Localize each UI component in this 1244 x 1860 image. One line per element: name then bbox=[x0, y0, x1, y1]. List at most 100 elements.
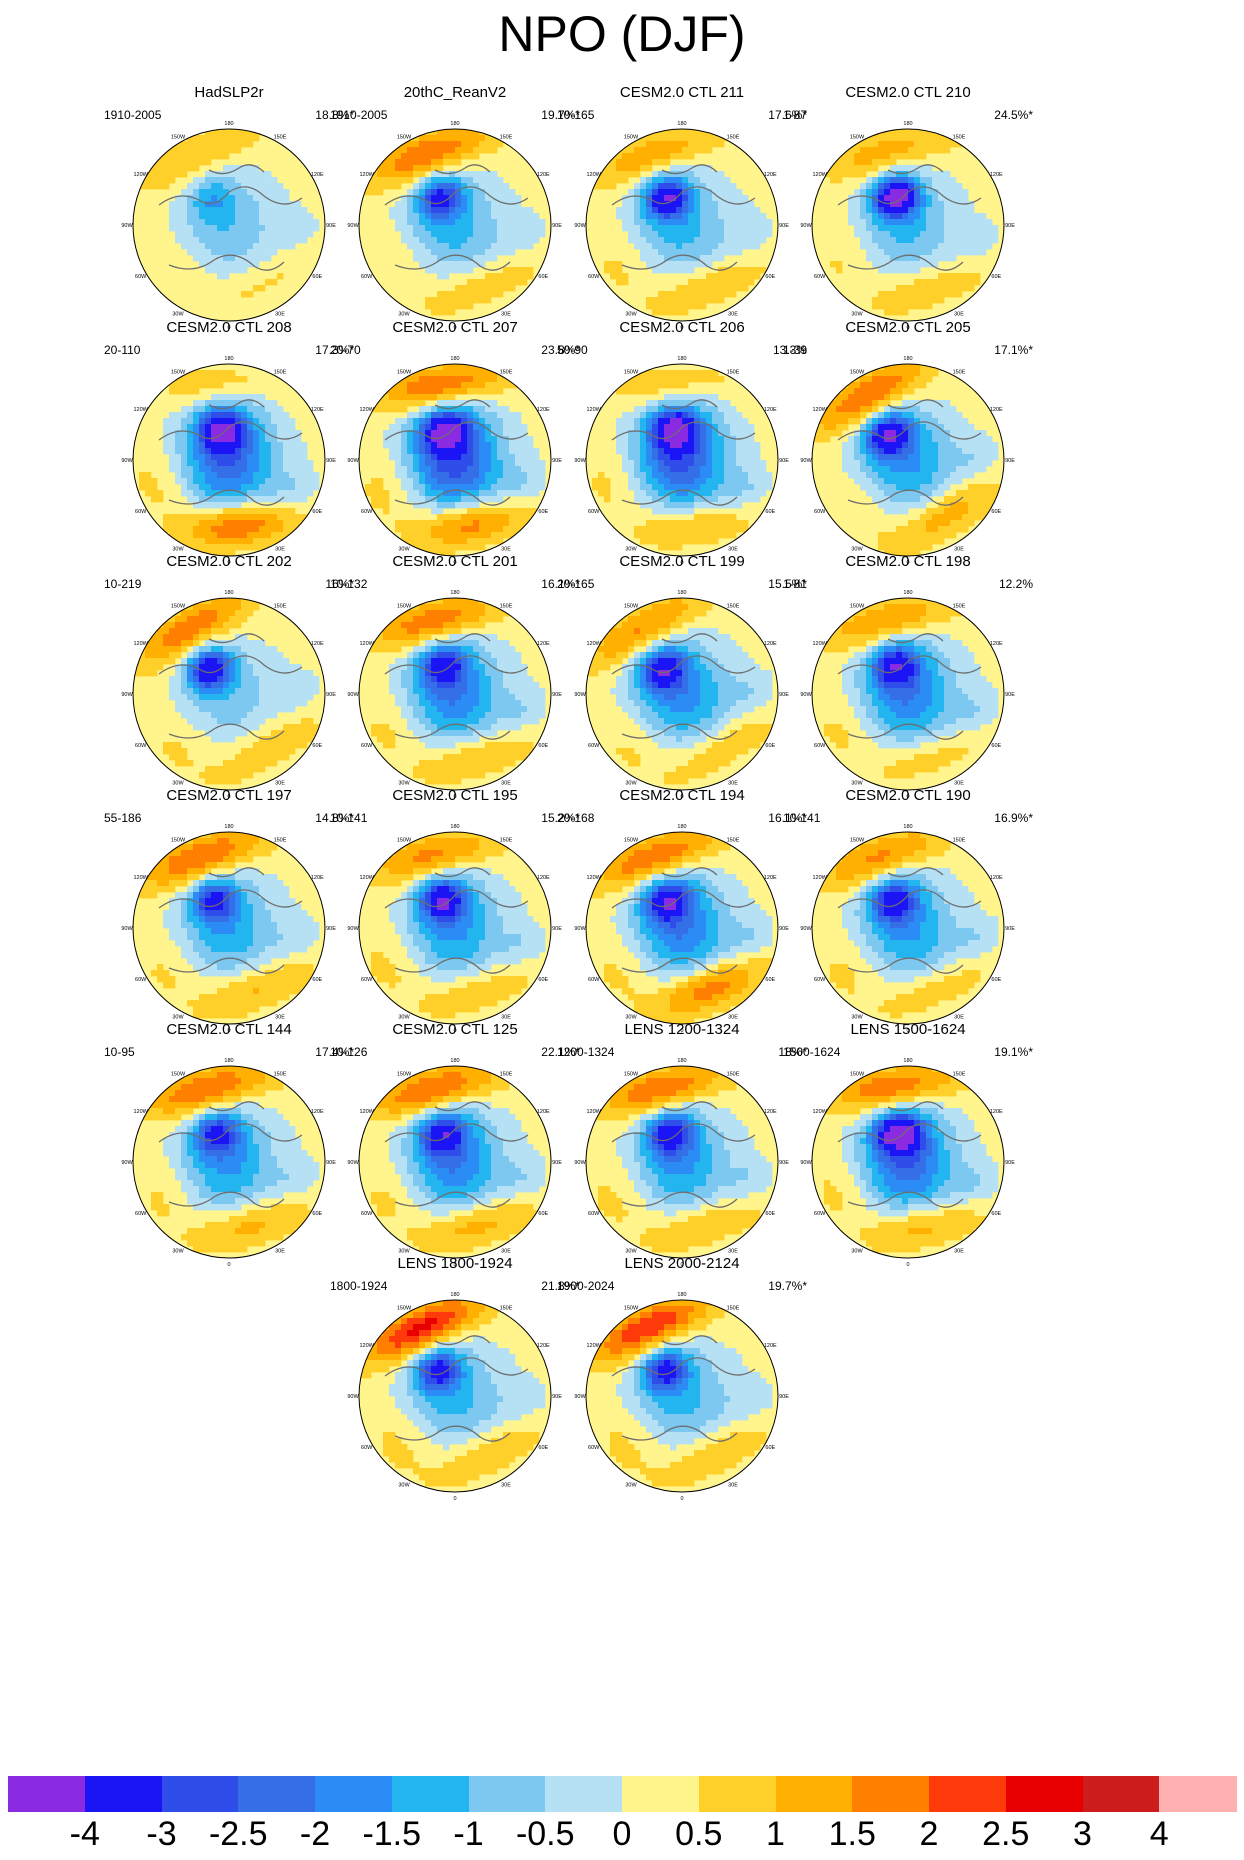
coastlines bbox=[837, 633, 982, 740]
longitude-label: 120E bbox=[990, 172, 1003, 178]
longitude-label: 120E bbox=[764, 172, 777, 178]
longitude-label: 60W bbox=[361, 1211, 373, 1217]
contour-field bbox=[359, 364, 551, 556]
longitude-label: 60E bbox=[765, 1211, 775, 1217]
colorbar-tick-label: 3 bbox=[1073, 1815, 1092, 1853]
map-boundary bbox=[811, 597, 1005, 791]
colorbar-tick-label: -3 bbox=[146, 1815, 177, 1853]
panel-title: CESM2.0 CTL 190 bbox=[845, 787, 971, 804]
longitude-label: 30E bbox=[728, 546, 738, 552]
longitude-label: 150E bbox=[274, 838, 287, 844]
colorbar-tick-label: 0 bbox=[612, 1815, 632, 1853]
coastlines bbox=[158, 399, 303, 506]
panel-period: 1-81 bbox=[783, 577, 808, 591]
longitude-label: 30W bbox=[625, 311, 637, 317]
polar-map: 180 150E 120E 90E 60E 30E 0 30W 60W 90W 120W 150W bbox=[574, 1292, 789, 1502]
polar-map: 180 150E 120E 90E 60E 30E 0 30W 60W 90W 120W 150W bbox=[121, 121, 336, 331]
longitude-label: 0 bbox=[453, 1028, 456, 1034]
colorbar-tick-label: 1.5 bbox=[828, 1815, 876, 1853]
figure-title: NPO (DJF) bbox=[498, 6, 746, 62]
longitude-label: 30W bbox=[398, 1014, 410, 1020]
longitude-label: 150W bbox=[397, 838, 412, 844]
panel-variance-percent: 19.7%* bbox=[541, 108, 580, 122]
longitude-label: 60E bbox=[538, 274, 548, 280]
longitude-label: 30E bbox=[954, 311, 964, 317]
longitude-label: 60E bbox=[991, 743, 1001, 749]
longitude-label: 90W bbox=[121, 692, 133, 698]
longitude-label: 180 bbox=[903, 1058, 912, 1064]
longitude-label: 0 bbox=[906, 794, 909, 800]
longitude-label: 150W bbox=[850, 1072, 865, 1078]
longitude-label: 120W bbox=[813, 172, 828, 178]
longitude-label: 120E bbox=[311, 641, 324, 647]
panel-period: 50-90 bbox=[557, 343, 588, 357]
polar-map: 180 150E 120E 90E 60E 30E 0 30W 60W 90W 120W 150W bbox=[121, 356, 336, 566]
polar-map: 180 150E 120E 90E 60E 30E 0 30W 60W 90W 120W 150W bbox=[574, 824, 789, 1034]
contour-field bbox=[586, 129, 778, 321]
longitude-label: 30W bbox=[625, 780, 637, 786]
longitude-label: 60W bbox=[361, 274, 373, 280]
longitude-label: 60W bbox=[814, 977, 826, 983]
longitude-label: 180 bbox=[903, 121, 912, 127]
panel-variance-percent: 12.2% bbox=[998, 577, 1033, 591]
longitude-label: 150E bbox=[727, 370, 740, 376]
panel-title: CESM2.0 CTL 205 bbox=[845, 319, 971, 336]
map-panel: CESM2.0 CTL 202 10-219 16%* 180 150E 120E 90E 6… bbox=[98, 553, 360, 823]
polar-map: 180 150E 120E 90E 60E 30E 0 30W 60W 90W 120W 150W bbox=[347, 1058, 562, 1268]
longitude-label: 0 bbox=[453, 1262, 456, 1268]
contour-field bbox=[812, 1066, 1004, 1258]
longitude-label: 150W bbox=[624, 1306, 639, 1312]
panel-title: CESM2.0 CTL 201 bbox=[392, 553, 518, 570]
colorbar-tick-label: 2 bbox=[919, 1815, 939, 1853]
longitude-label: 60W bbox=[135, 1211, 147, 1217]
map-boundary bbox=[358, 128, 552, 322]
coastlines bbox=[611, 1101, 756, 1208]
map-panel: CESM2.0 CTL 125 10-126 22.1%* 180 150E 120E 90… bbox=[324, 1021, 586, 1291]
longitude-label: 90W bbox=[800, 926, 812, 932]
longitude-label: 120W bbox=[360, 1343, 375, 1349]
longitude-label: 30E bbox=[954, 780, 964, 786]
longitude-label: 150E bbox=[727, 135, 740, 141]
colorbar-tick-label: -1 bbox=[453, 1815, 484, 1853]
panel-title: CESM2.0 CTL 202 bbox=[166, 553, 292, 570]
contour-field bbox=[133, 364, 325, 556]
longitude-label: 150E bbox=[953, 135, 966, 141]
longitude-label: 30W bbox=[398, 780, 410, 786]
longitude-label: 150E bbox=[727, 1072, 740, 1078]
panel-period: 1910-2005 bbox=[330, 108, 388, 122]
longitude-label: 60E bbox=[312, 743, 322, 749]
coastlines bbox=[384, 1101, 529, 1208]
coastlines bbox=[837, 399, 982, 506]
map-boundary bbox=[811, 831, 1005, 1025]
longitude-label: 150E bbox=[953, 370, 966, 376]
longitude-label: 90W bbox=[800, 692, 812, 698]
polar-map: 180 150E 120E 90E 60E 30E 0 30W 60W 90W 120W 150W bbox=[121, 590, 336, 800]
panel-variance-percent: 16.9%* bbox=[994, 811, 1033, 825]
longitude-label: 150W bbox=[397, 1072, 412, 1078]
panel-period: 1910-2005 bbox=[104, 108, 162, 122]
coastlines bbox=[837, 1101, 982, 1208]
longitude-label: 180 bbox=[903, 824, 912, 830]
longitude-label: 30E bbox=[275, 311, 285, 317]
longitude-label: 120E bbox=[764, 875, 777, 881]
longitude-label: 180 bbox=[450, 121, 459, 127]
longitude-label: 90W bbox=[800, 1160, 812, 1166]
map-boundary bbox=[585, 128, 779, 322]
map-panel: CESM2.0 CTL 144 10-95 17.4%* 180 150E 120E 90E… bbox=[98, 1021, 360, 1291]
longitude-label: 30W bbox=[851, 1248, 863, 1254]
colorbar-box bbox=[775, 1776, 853, 1812]
longitude-label: 90E bbox=[552, 926, 562, 932]
longitude-label: 90E bbox=[552, 1160, 562, 1166]
longitude-label: 120E bbox=[990, 875, 1003, 881]
longitude-label: 150W bbox=[850, 370, 865, 376]
panel-period: 10-141 bbox=[783, 811, 821, 825]
longitude-label: 30E bbox=[501, 546, 511, 552]
longitude-label: 120W bbox=[587, 641, 602, 647]
longitude-label: 60W bbox=[814, 743, 826, 749]
longitude-label: 90W bbox=[347, 692, 359, 698]
panel-title: CESM2.0 CTL 125 bbox=[392, 1021, 518, 1038]
longitude-label: 30E bbox=[501, 1248, 511, 1254]
longitude-label: 90E bbox=[552, 458, 562, 464]
longitude-label: 120E bbox=[311, 407, 324, 413]
panel-period: 1500-1624 bbox=[783, 1045, 841, 1059]
